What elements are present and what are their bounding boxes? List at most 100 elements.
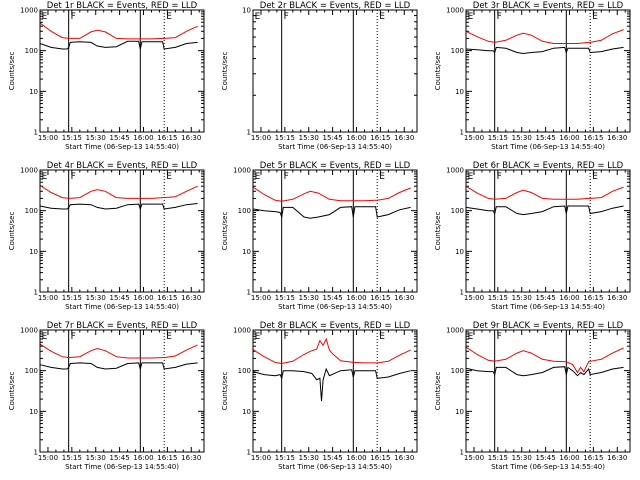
- x-tick-label: 15:30: [512, 454, 532, 462]
- plot-frame: [39, 9, 205, 133]
- y-tick-label: 10: [455, 88, 464, 96]
- y-tick-label: 100: [238, 207, 251, 215]
- y-tick-label: 10: [29, 248, 38, 256]
- event-marker-f: F: [71, 172, 76, 182]
- y-tick-label: 1: [34, 449, 38, 457]
- panel-title: Det 4r BLACK = Events, RED = LLD: [47, 161, 198, 171]
- x-tick-label: 16:00: [133, 134, 153, 142]
- x-tick-label: 15:45: [110, 294, 130, 302]
- x-tick-label: 15:30: [299, 294, 319, 302]
- series-events-line: [39, 203, 198, 211]
- event-marker-e: E: [255, 12, 261, 22]
- event-marker-e: E: [468, 332, 474, 342]
- panel-det-2: Det 2r BLACK = Events, RED = LLD Counts/s…: [221, 1, 418, 151]
- x-tick-label: 16:15: [157, 134, 177, 142]
- y-tick-label: 1: [460, 289, 464, 297]
- series-lld-line: [39, 343, 198, 359]
- y-tick-label: 1000: [446, 327, 464, 335]
- y-tick-label: 1000: [446, 167, 464, 175]
- y-tick-label: 1000: [20, 7, 38, 15]
- x-tick-label: 15:30: [512, 294, 532, 302]
- panel-det-1: Det 1r BLACK = Events, RED = LLD Counts/s…: [8, 1, 205, 151]
- y-tick-label: 10: [29, 408, 38, 416]
- x-tick-label: 15:45: [536, 134, 556, 142]
- x-axis-label: Start Time (06-Sep-13 14:55:40): [278, 463, 392, 471]
- panel-title: Det 9r BLACK = Events, RED = LLD: [473, 321, 624, 331]
- x-axis-label: Start Time (06-Sep-13 14:55:40): [278, 143, 392, 151]
- series-events-line: [39, 362, 198, 371]
- x-tick-label: 15:30: [299, 134, 319, 142]
- panel-det-8: Det 8r BLACK = Events, RED = LLD Counts/s…: [221, 321, 418, 471]
- x-axis-label: Start Time (06-Sep-13 14:55:40): [491, 463, 605, 471]
- y-tick-label: 1: [460, 129, 464, 137]
- x-tick-label: 15:15: [488, 134, 508, 142]
- y-axis-label: Counts/sec: [8, 52, 16, 91]
- plot-frame: [252, 169, 418, 293]
- panel-title: Det 3r BLACK = Events, RED = LLD: [473, 1, 624, 11]
- y-axis-label: Counts/sec: [8, 212, 16, 251]
- panel-det-4: Det 4r BLACK = Events, RED = LLD Counts/s…: [8, 161, 205, 311]
- event-marker-e: E: [468, 12, 474, 22]
- x-tick-label: 16:15: [370, 294, 390, 302]
- x-axis-label: Start Time (06-Sep-13 14:55:40): [491, 143, 605, 151]
- y-tick-label: 1000: [20, 167, 38, 175]
- x-tick-label: 15:00: [38, 134, 58, 142]
- series-lld-line: [465, 29, 624, 44]
- series-events-line: [39, 40, 198, 50]
- event-marker-f: F: [71, 12, 76, 22]
- plot-frame: [39, 169, 205, 293]
- event-marker-e: E: [468, 172, 474, 182]
- x-tick-label: 15:00: [38, 454, 58, 462]
- x-tick-label: 16:30: [394, 294, 414, 302]
- y-tick-label: 100: [238, 367, 251, 375]
- x-tick-label: 16:15: [157, 294, 177, 302]
- series-events-line: [465, 46, 624, 55]
- event-marker-e: E: [166, 12, 172, 22]
- panel-title: Det 2r BLACK = Events, RED = LLD: [260, 1, 411, 11]
- x-axis-label: Start Time (06-Sep-13 14:55:40): [65, 143, 179, 151]
- x-tick-label: 15:45: [110, 134, 130, 142]
- y-tick-label: 100: [451, 207, 464, 215]
- event-marker-e: E: [379, 12, 385, 22]
- x-tick-label: 15:00: [251, 294, 271, 302]
- x-tick-label: 16:00: [133, 454, 153, 462]
- y-axis-label: Counts/sec: [221, 212, 229, 251]
- y-tick-label: 1: [247, 129, 251, 137]
- x-tick-label: 15:15: [62, 294, 82, 302]
- y-tick-label: 1: [460, 449, 464, 457]
- x-tick-label: 15:00: [464, 134, 484, 142]
- event-marker-e: E: [592, 12, 598, 22]
- x-tick-label: 15:45: [110, 454, 130, 462]
- event-marker-e: E: [379, 172, 385, 182]
- event-marker-e: E: [592, 332, 598, 342]
- event-marker-f: F: [497, 332, 502, 342]
- x-tick-label: 16:15: [370, 454, 390, 462]
- y-axis-label: Counts/sec: [434, 212, 442, 251]
- series-lld-line: [252, 337, 411, 365]
- x-tick-label: 15:30: [299, 454, 319, 462]
- event-marker-e: E: [42, 12, 48, 22]
- y-tick-label: 100: [451, 367, 464, 375]
- x-tick-label: 15:00: [251, 134, 271, 142]
- x-tick-label: 16:30: [394, 134, 414, 142]
- y-tick-label: 1: [247, 289, 251, 297]
- panel-title: Det 1r BLACK = Events, RED = LLD: [47, 1, 198, 11]
- x-tick-label: 15:00: [464, 454, 484, 462]
- event-marker-f: F: [71, 332, 76, 342]
- y-tick-label: 10: [242, 7, 251, 15]
- series-events-line: [465, 366, 624, 377]
- y-tick-label: 10: [29, 88, 38, 96]
- x-axis-label: Start Time (06-Sep-13 14:55:40): [65, 303, 179, 311]
- panel-title: Det 5r BLACK = Events, RED = LLD: [260, 161, 411, 171]
- series-lld-line: [252, 186, 411, 202]
- x-axis-label: Start Time (06-Sep-13 14:55:40): [491, 303, 605, 311]
- x-tick-label: 16:30: [607, 454, 627, 462]
- plot-frame: [252, 9, 418, 133]
- x-tick-label: 16:15: [583, 294, 603, 302]
- x-tick-label: 15:15: [275, 134, 295, 142]
- x-tick-label: 15:15: [62, 134, 82, 142]
- x-axis-label: Start Time (06-Sep-13 14:55:40): [65, 463, 179, 471]
- y-tick-label: 10: [242, 408, 251, 416]
- x-tick-label: 16:15: [583, 134, 603, 142]
